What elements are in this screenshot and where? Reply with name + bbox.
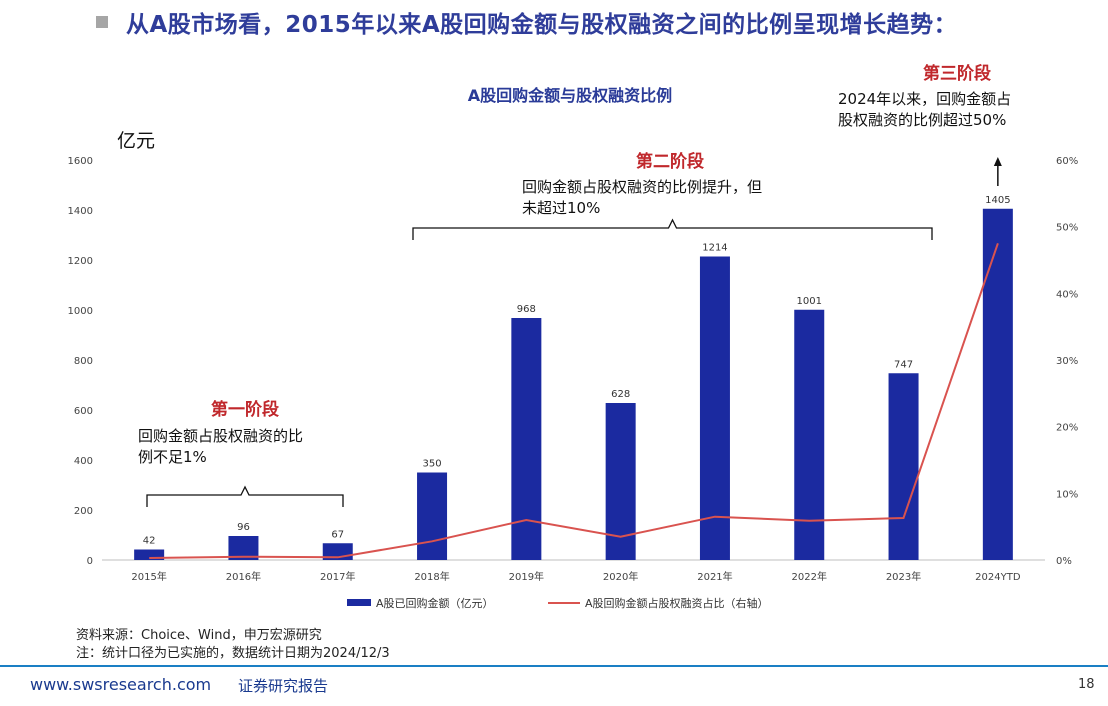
x-tick-label: 2019年 [509,570,544,583]
bar-data-label: 350 [423,459,442,470]
x-tick-label: 2017年 [320,570,355,583]
chart-title: A股回购金额与股权融资比例 [467,86,673,105]
page-number: 18 [1078,677,1095,692]
left-tick-label: 1400 [68,206,93,217]
stage3-title: 第三阶段 [923,63,991,84]
x-tick-label: 2018年 [414,570,449,583]
left-tick-label: 1000 [68,306,93,317]
x-tick-label: 2023年 [886,570,921,583]
left-tick-label: 800 [74,356,93,367]
bar [699,256,730,560]
left-tick-label: 600 [74,406,93,417]
right-tick-label: 30% [1056,356,1078,367]
right-tick-label: 10% [1056,489,1078,500]
bar-data-label: 1214 [702,243,727,254]
bullet-icon [96,16,108,28]
stage2-title: 第二阶段 [636,151,704,172]
stage1-desc-line1: 回购金额占股权融资的比 [138,427,303,445]
chart-axes: 0 200 400 600 800 1000 1200 1400 1600 0% 10% 20% 30%… [68,156,1079,583]
stage1-brace [146,485,344,507]
left-tick-label: 400 [74,456,93,467]
footer-divider [0,665,1108,667]
legend-line-label: A股回购金额占股权融资占比（右轴） [585,596,769,610]
bar-data-label: 1405 [985,195,1010,206]
note-text: 注：统计口径为已实施的，数据统计日期为2024/12/3 [76,646,390,661]
right-tick-label: 20% [1056,423,1078,434]
stage3-desc-line2: 股权融资的比例超过50% [838,111,1006,129]
chart-legend: A股已回购金额（亿元） A股回购金额占股权融资占比（右轴） [347,596,769,610]
headline-text: 从A股市场看，2015年以来A股回购金额与股权融资之间的比例呈现增长趋势： [126,12,958,38]
left-tick-label: 0 [87,556,93,567]
x-tick-label: 2022年 [792,570,827,583]
arrow-up-icon [993,157,1002,166]
left-tick-label: 1600 [68,156,93,167]
source-text: 资料来源：Choice、Wind，申万宏源研究 [76,628,322,643]
bar [417,472,448,560]
x-tick-label: 2024YTD [975,572,1021,583]
bar [794,309,825,560]
x-tick-label: 2016年 [226,570,261,583]
bar-data-label: 747 [894,359,913,370]
stage2-desc-line1: 回购金额占股权融资的比例提升，但 [522,178,762,196]
legend-bar-label: A股已回购金额（亿元） [376,596,494,610]
bar [134,549,165,560]
x-tick-label: 2021年 [697,570,732,583]
right-tick-label: 40% [1056,289,1078,300]
bar [888,373,919,560]
stage2-desc-line2: 未超过10% [522,199,600,217]
bar-data-label: 1001 [797,296,822,307]
bar-data-label: 96 [237,522,250,533]
right-tick-label: 60% [1056,156,1078,167]
bar-data-label: 968 [517,304,536,315]
x-tick-label: 2020年 [603,570,638,583]
ratio-line [149,242,999,559]
stage1-desc-line2: 例不足1% [138,448,207,466]
bar [982,208,1013,560]
bar-data-label: 67 [331,529,344,540]
left-tick-label: 1200 [68,256,93,267]
legend-bar-swatch [347,599,371,606]
x-tick-label: 2015年 [131,570,166,583]
footer-url-link[interactable]: www.swsresearch.com [30,675,212,694]
footer-company-label: 证券研究报告 [238,677,329,695]
right-tick-label: 50% [1056,223,1078,234]
bar-series: 42 96 67 350 968 628 1214 1001 747 1405 [134,195,1013,560]
stage2-brace [412,218,933,240]
bar-data-label: 628 [611,389,630,400]
right-tick-label: 0% [1056,556,1072,567]
bar-data-label: 42 [143,536,156,547]
stage1-title: 第一阶段 [211,399,279,420]
headline: 从A股市场看，2015年以来A股回购金额与股权融资之间的比例呈现增长趋势： [96,5,1096,39]
stage3-desc-line1: 2024年以来，回购金额占 [838,90,1011,108]
y-axis-unit-label: 亿元 [117,130,156,152]
bar [511,318,542,560]
left-tick-label: 200 [74,506,93,517]
ratio-line-series [149,242,999,559]
